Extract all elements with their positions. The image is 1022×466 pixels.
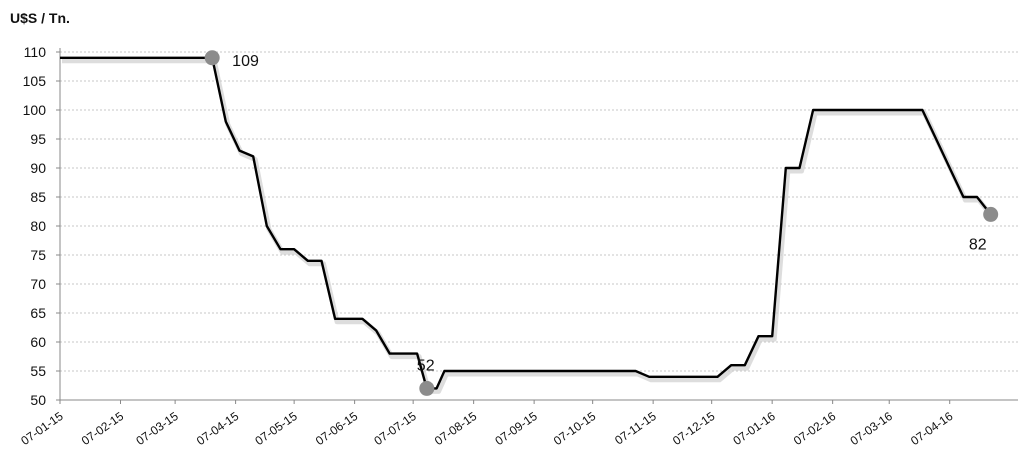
y-tick-label: 60 bbox=[30, 334, 46, 350]
data-point-label: 82 bbox=[969, 236, 987, 253]
y-tick-label: 95 bbox=[30, 131, 46, 147]
x-tick-label: 07-01-16 bbox=[730, 409, 778, 448]
x-tick-label: 07-10-15 bbox=[551, 409, 599, 448]
y-tick-label: 85 bbox=[30, 189, 46, 205]
x-tick-label: 07-02-16 bbox=[791, 409, 839, 448]
y-tick-label: 55 bbox=[30, 363, 46, 379]
x-tick-label: 07-02-15 bbox=[79, 409, 127, 448]
y-axis-unit-label: U$S / Tn. bbox=[10, 10, 70, 26]
data-point-label: 109 bbox=[232, 53, 259, 70]
data-point-marker bbox=[204, 50, 220, 66]
x-tick-labels: 07-01-15 07-02-15 07-03-15 07-04-15 07-05-15… bbox=[18, 409, 955, 448]
series-line bbox=[60, 56, 992, 390]
y-tick-label: 65 bbox=[30, 305, 46, 321]
x-tick-label: 07-06-15 bbox=[313, 409, 361, 448]
x-tick-label: 07-04-16 bbox=[908, 409, 956, 448]
y-tick-label: 110 bbox=[24, 44, 47, 60]
y-tick-label: 105 bbox=[23, 73, 47, 89]
x-tick-label: 07-12-15 bbox=[670, 409, 718, 448]
y-tick-label: 100 bbox=[23, 102, 47, 118]
x-tick-label: 07-05-15 bbox=[252, 409, 300, 448]
data-point-marker bbox=[419, 380, 435, 396]
data-point-label: 52 bbox=[417, 357, 435, 374]
y-tick-label: 70 bbox=[30, 276, 46, 292]
y-tick-label: 50 bbox=[30, 392, 46, 408]
data-point-marker bbox=[983, 206, 999, 222]
y-tick-labels: 50 55 60 65 70 75 80 85 90 95 100 105 110 bbox=[23, 44, 47, 408]
y-tick-label: 75 bbox=[30, 247, 46, 263]
axes bbox=[56, 48, 1018, 404]
x-tick-label: 07-08-15 bbox=[432, 409, 480, 448]
x-tick-label: 07-07-15 bbox=[371, 409, 419, 448]
y-tick-label: 90 bbox=[30, 160, 46, 176]
x-tick-label: 07-04-15 bbox=[194, 409, 242, 448]
markers: 109 52 82 bbox=[204, 50, 999, 396]
x-tick-label: 07-09-15 bbox=[492, 409, 540, 448]
x-tick-label: 07-03-15 bbox=[133, 409, 181, 448]
x-tick-label: 07-11-15 bbox=[612, 409, 659, 448]
gridlines bbox=[60, 51, 1018, 372]
series-layer bbox=[60, 56, 995, 394]
y-tick-label: 80 bbox=[30, 218, 46, 234]
x-tick-label: 07-03-16 bbox=[848, 409, 896, 448]
x-tick-label: 07-01-15 bbox=[18, 409, 66, 448]
